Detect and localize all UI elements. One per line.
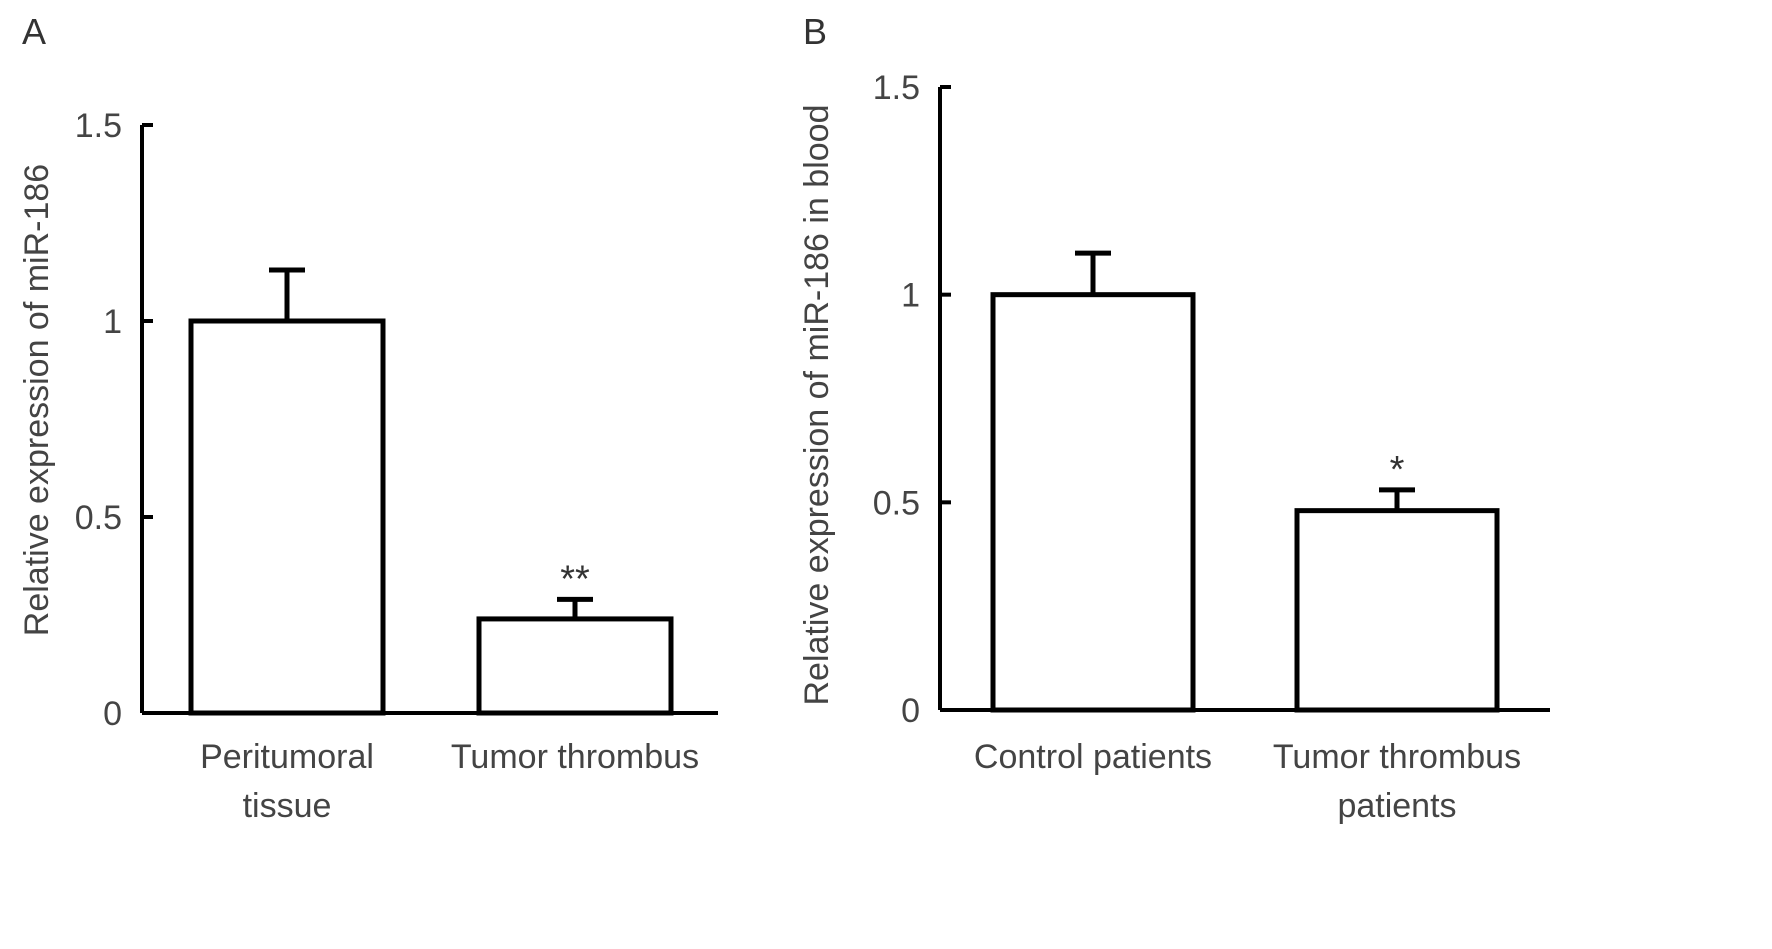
panel-a-y-tick-label: 0.5 [75,499,122,537]
panel-a-y-tick-label: 1 [103,303,122,341]
panel-b-category-label: Control patients [974,738,1212,776]
panel-a-letter: A [22,11,46,52]
panel-a-y-axis-title: Relative expression of miR-186 [18,164,56,636]
panel-b-category-label: Tumor thrombus [1273,738,1521,776]
panel-b-y-tick-label: 0.5 [873,484,920,522]
panel-a-significance-label: ** [560,558,590,600]
panel-b-y-tick-label: 0 [901,692,920,730]
panel-a-bar [188,318,386,716]
panel-a-category-label: Tumor thrombus [451,738,699,776]
panel-b-bar [990,292,1196,713]
panel-a-category-label: Peritumoral [200,738,374,776]
panel-b-category-label: patients [1337,787,1456,825]
panel-a-category-label: tissue [243,787,332,825]
panel-b-y-tick-label: 1 [901,277,920,315]
panel-a-bar [476,616,674,716]
panel-a-y-tick-label: 0 [103,695,122,733]
panel-b-significance-label: * [1390,449,1405,491]
panel-b-bar [1294,508,1500,713]
panel-b-letter: B [803,11,827,52]
panel-a-y-tick-label: 1.5 [75,107,122,145]
panel-b-y-tick-label: 1.5 [873,69,920,107]
panel-b-y-axis-title: Relative expression of miR-186 in blood [798,105,836,706]
